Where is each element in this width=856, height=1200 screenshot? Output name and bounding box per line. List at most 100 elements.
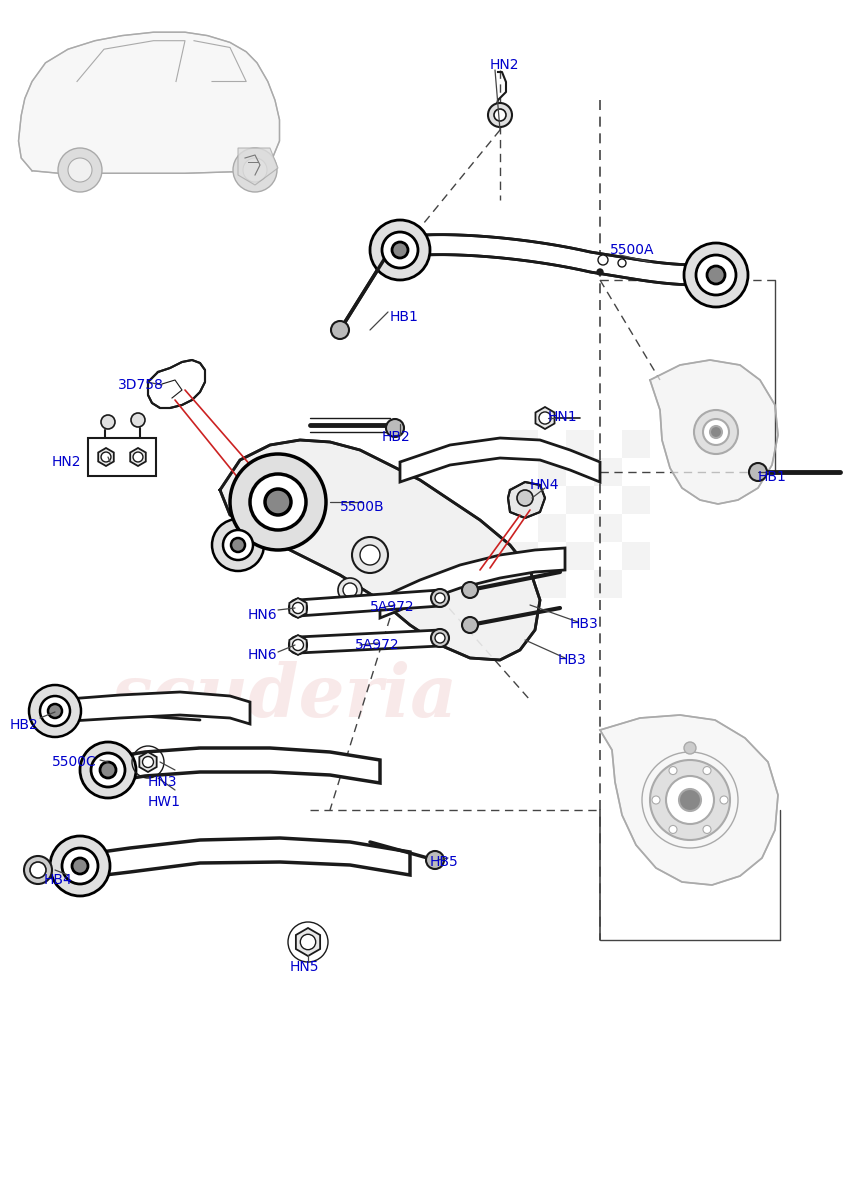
Circle shape (50, 836, 110, 896)
Circle shape (58, 148, 102, 192)
Polygon shape (650, 360, 778, 504)
Text: 5500A: 5500A (610, 242, 655, 257)
Circle shape (44, 701, 66, 722)
Circle shape (618, 259, 626, 266)
Text: scuderia: scuderia (111, 660, 457, 732)
Circle shape (669, 826, 677, 834)
Circle shape (426, 851, 444, 869)
Text: HN1: HN1 (548, 410, 578, 424)
FancyBboxPatch shape (88, 438, 156, 476)
Polygon shape (19, 32, 280, 173)
Text: 5A972: 5A972 (370, 600, 414, 614)
Circle shape (293, 640, 303, 650)
Bar (510, 430, 538, 458)
Circle shape (386, 419, 404, 437)
Polygon shape (536, 407, 555, 428)
Circle shape (293, 640, 304, 650)
Circle shape (707, 266, 725, 284)
Polygon shape (289, 635, 306, 655)
Polygon shape (80, 838, 410, 878)
Bar (510, 542, 538, 570)
Circle shape (462, 582, 478, 598)
Circle shape (212, 518, 264, 571)
Bar (566, 430, 594, 458)
Circle shape (29, 685, 81, 737)
Circle shape (289, 636, 307, 654)
Circle shape (293, 602, 303, 613)
Circle shape (231, 538, 245, 552)
Bar (538, 514, 566, 542)
Polygon shape (55, 692, 250, 724)
Polygon shape (130, 448, 146, 466)
Circle shape (749, 463, 767, 481)
Polygon shape (220, 440, 540, 660)
Circle shape (230, 454, 326, 550)
Bar (622, 486, 650, 514)
Circle shape (370, 220, 430, 280)
Text: 5500C: 5500C (52, 755, 97, 769)
Circle shape (494, 109, 506, 121)
Text: 3D758: 3D758 (118, 378, 163, 392)
Bar (510, 486, 538, 514)
Circle shape (703, 767, 711, 774)
Polygon shape (296, 928, 320, 956)
Circle shape (669, 767, 677, 774)
Circle shape (597, 269, 603, 275)
Polygon shape (98, 448, 114, 466)
Bar (538, 570, 566, 598)
Circle shape (382, 232, 418, 268)
Circle shape (331, 320, 349, 338)
Text: HB4: HB4 (44, 874, 73, 887)
Circle shape (435, 634, 445, 643)
Circle shape (30, 862, 46, 878)
Circle shape (684, 742, 696, 754)
Circle shape (462, 617, 478, 634)
Circle shape (431, 589, 449, 607)
Polygon shape (600, 715, 778, 886)
Circle shape (652, 796, 660, 804)
Circle shape (488, 103, 512, 127)
Circle shape (696, 254, 736, 295)
Polygon shape (108, 748, 380, 782)
Polygon shape (238, 148, 278, 185)
Text: 5A972: 5A972 (355, 638, 400, 652)
Text: HB5: HB5 (430, 854, 459, 869)
Circle shape (49, 706, 61, 718)
Circle shape (289, 599, 307, 617)
Polygon shape (508, 482, 545, 518)
Bar (538, 458, 566, 486)
Circle shape (62, 848, 98, 884)
Text: HN6: HN6 (248, 608, 277, 622)
Circle shape (650, 760, 730, 840)
Circle shape (598, 254, 608, 265)
Polygon shape (148, 360, 205, 408)
Circle shape (91, 754, 125, 787)
Polygon shape (400, 438, 600, 482)
Circle shape (694, 410, 738, 454)
Polygon shape (298, 630, 440, 653)
Circle shape (100, 762, 116, 778)
Circle shape (517, 490, 533, 506)
Circle shape (101, 452, 111, 462)
Circle shape (703, 826, 711, 834)
Bar (594, 458, 622, 486)
Bar (566, 486, 594, 514)
Circle shape (243, 158, 267, 182)
Circle shape (684, 242, 748, 307)
Circle shape (131, 413, 145, 427)
Circle shape (72, 858, 88, 874)
Bar (622, 430, 650, 458)
Circle shape (666, 776, 714, 824)
Text: HN3: HN3 (148, 775, 177, 790)
Circle shape (24, 856, 52, 884)
Text: HB3: HB3 (558, 653, 586, 667)
Circle shape (720, 796, 728, 804)
Circle shape (539, 412, 551, 424)
Circle shape (265, 490, 291, 515)
Circle shape (142, 756, 153, 768)
Circle shape (48, 704, 62, 718)
Circle shape (250, 474, 306, 530)
Text: HN2: HN2 (490, 58, 520, 72)
Bar (594, 570, 622, 598)
Text: HN5: HN5 (290, 960, 319, 974)
